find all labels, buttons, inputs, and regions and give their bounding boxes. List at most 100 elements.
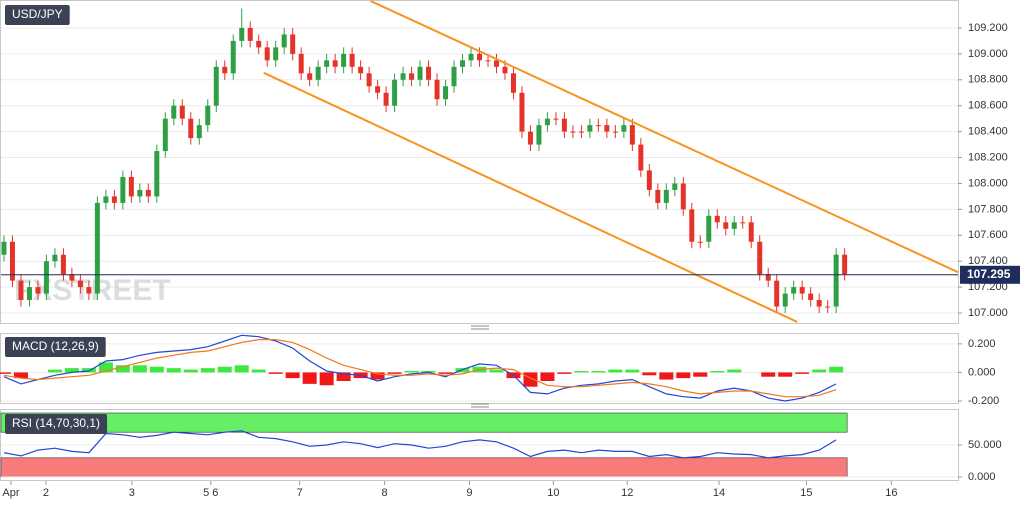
candle-body bbox=[833, 254, 839, 307]
candle-body bbox=[205, 105, 211, 126]
candle-body bbox=[689, 209, 695, 242]
histogram-bar bbox=[710, 371, 725, 373]
candle-body bbox=[171, 105, 177, 119]
candle-body bbox=[443, 86, 449, 100]
candle-body bbox=[604, 125, 610, 132]
histogram-bar bbox=[812, 369, 827, 373]
candle-body bbox=[341, 53, 347, 67]
candle-body bbox=[60, 254, 66, 275]
candle-body bbox=[553, 118, 559, 120]
y-tick-label: 107.000 bbox=[968, 307, 1008, 319]
candle-body bbox=[757, 241, 763, 275]
candle-body bbox=[808, 293, 814, 301]
candle-body bbox=[307, 73, 313, 80]
histogram-bar bbox=[234, 365, 249, 373]
histogram-bar bbox=[608, 369, 623, 373]
candle-body bbox=[1, 241, 7, 255]
title-background bbox=[5, 337, 106, 357]
candle-body bbox=[230, 40, 236, 74]
indicator-line bbox=[3, 430, 837, 459]
panel-title: MACD (12,26,9) bbox=[12, 339, 99, 353]
candle-body bbox=[179, 105, 185, 119]
candle-body bbox=[578, 131, 584, 133]
x-tick-label: 15 bbox=[800, 487, 812, 499]
histogram-bar bbox=[829, 366, 844, 373]
histogram-bar bbox=[336, 372, 351, 381]
histogram-bar bbox=[285, 372, 300, 379]
y-tick-label: 109.000 bbox=[968, 48, 1008, 60]
candle-body bbox=[137, 189, 143, 197]
candle-body bbox=[816, 300, 822, 307]
candle-body bbox=[544, 118, 550, 126]
candle-body bbox=[247, 27, 253, 41]
candle-body bbox=[493, 60, 499, 67]
x-tick-label: 3 bbox=[129, 487, 135, 499]
histogram-bar bbox=[200, 368, 215, 373]
candle-body bbox=[595, 125, 601, 127]
candle-body bbox=[298, 53, 304, 74]
candle-body bbox=[162, 118, 168, 152]
histogram-bar bbox=[659, 372, 674, 380]
histogram-bar bbox=[387, 372, 402, 374]
candle-body bbox=[103, 196, 109, 203]
x-tick-label: Apr bbox=[2, 487, 19, 499]
histogram-bar bbox=[302, 372, 317, 384]
candle-body bbox=[239, 27, 245, 41]
candle-body bbox=[672, 183, 678, 190]
histogram-bar bbox=[370, 372, 385, 380]
y-tick-label: 107.200 bbox=[968, 281, 1008, 293]
histogram-bar bbox=[591, 371, 606, 373]
x-tick-label: 7 bbox=[297, 487, 303, 499]
candle-body bbox=[536, 125, 542, 145]
indicator-line bbox=[3, 334, 837, 402]
candle-body bbox=[18, 280, 24, 301]
histogram-bar bbox=[438, 372, 453, 374]
candle-body bbox=[145, 189, 151, 197]
histogram-bar bbox=[676, 372, 691, 379]
candle-body bbox=[281, 34, 287, 48]
title-box: RSI (14,70,30,1) bbox=[5, 414, 108, 434]
histogram-bar bbox=[761, 372, 776, 377]
y-tick-label: 0.000 bbox=[968, 471, 996, 483]
candle-body bbox=[510, 73, 516, 93]
candle-body bbox=[502, 66, 508, 74]
rsi-band bbox=[0, 412, 848, 433]
histogram-bar bbox=[251, 369, 266, 373]
y-tick-label: 108.200 bbox=[968, 151, 1008, 163]
candle-body bbox=[477, 53, 482, 61]
candle-body bbox=[825, 306, 831, 308]
candle-body bbox=[791, 287, 797, 294]
candle-body bbox=[409, 73, 415, 80]
x-tick-label: 8 bbox=[382, 487, 388, 499]
y-tick-label: 108.800 bbox=[968, 74, 1008, 86]
candle-body bbox=[774, 280, 780, 307]
candle-body bbox=[468, 53, 474, 61]
candle-body bbox=[621, 125, 627, 132]
candle-body bbox=[570, 131, 576, 133]
candle-body bbox=[69, 274, 75, 281]
candle-body bbox=[434, 79, 440, 100]
candle-body bbox=[646, 170, 652, 190]
candle-body bbox=[426, 66, 432, 80]
histogram-bar bbox=[421, 371, 436, 373]
candle-body bbox=[765, 274, 771, 281]
histogram-bar bbox=[795, 372, 810, 374]
y-tick-label: 108.000 bbox=[968, 177, 1008, 189]
candle-body bbox=[358, 66, 364, 74]
histogram-bar bbox=[13, 372, 28, 379]
resize-handles[interactable] bbox=[471, 325, 489, 408]
trendline bbox=[370, 0, 959, 274]
y-tick-label: 107.400 bbox=[968, 255, 1008, 267]
candle-body bbox=[111, 196, 117, 203]
candle-body bbox=[485, 60, 491, 62]
indicator-line bbox=[3, 339, 837, 398]
candle-body bbox=[417, 66, 423, 80]
candle-body bbox=[26, 287, 32, 301]
title-background bbox=[5, 414, 108, 434]
candle-body bbox=[527, 131, 533, 145]
candle-body bbox=[782, 293, 788, 307]
histogram-bar bbox=[183, 369, 198, 373]
histogram-bar bbox=[81, 368, 96, 373]
candle-body bbox=[451, 66, 457, 87]
candle-body bbox=[256, 40, 262, 48]
